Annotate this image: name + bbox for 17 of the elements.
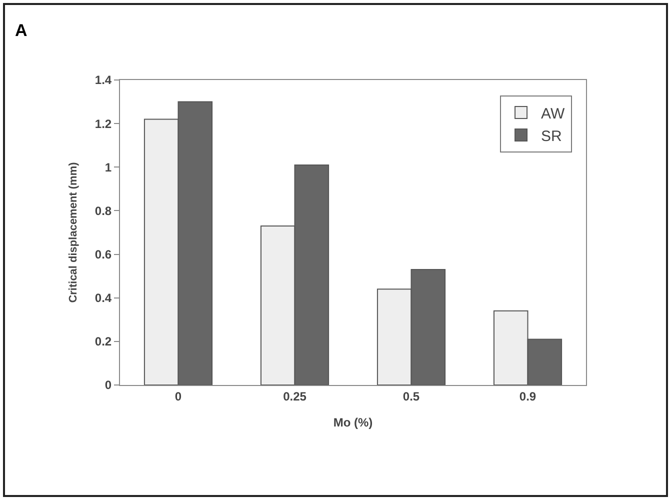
y-tick-label: 0 bbox=[104, 378, 112, 392]
legend-label: SR bbox=[541, 128, 562, 145]
x-axis-title: Mo (%) bbox=[333, 415, 373, 430]
legend-label: AW bbox=[541, 105, 566, 122]
y-tick-label: 1 bbox=[104, 160, 112, 174]
y-tick-label: 0.2 bbox=[94, 334, 112, 349]
x-tick-label: 0.5 bbox=[402, 389, 420, 404]
x-tick-label: 0 bbox=[174, 389, 182, 404]
y-tick-label: 1.2 bbox=[94, 116, 112, 131]
y-tick-label: 0.6 bbox=[94, 247, 112, 262]
x-tick-label: 0.9 bbox=[519, 389, 536, 404]
y-axis-title: Critical displacement (mm) bbox=[68, 162, 80, 303]
x-tick-label: 0.25 bbox=[283, 389, 307, 404]
text: A bbox=[15, 21, 28, 40]
y-tick-label: 1.4 bbox=[94, 73, 112, 88]
y-tick-label: 0.8 bbox=[94, 204, 112, 218]
y-tick-label: 0.4 bbox=[94, 291, 112, 306]
